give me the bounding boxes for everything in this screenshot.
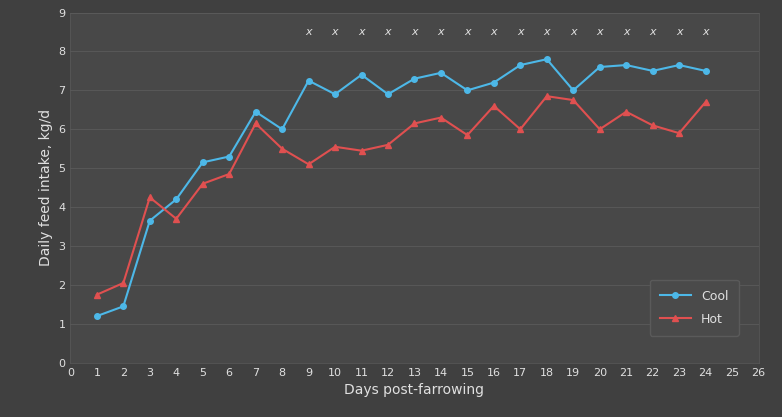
- Text: x: x: [411, 27, 418, 37]
- Text: x: x: [332, 27, 339, 37]
- Cool: [436, 70, 446, 75]
- Hot: [171, 216, 181, 221]
- Legend: Cool, Hot: Cool, Hot: [650, 279, 738, 336]
- Hot: [198, 181, 207, 186]
- Hot: [569, 98, 578, 103]
- Text: x: x: [490, 27, 497, 37]
- Hot: [436, 115, 446, 120]
- Text: x: x: [676, 27, 683, 37]
- Text: x: x: [543, 27, 550, 37]
- Hot: [515, 127, 525, 132]
- Y-axis label: Daily feed intake, kg/d: Daily feed intake, kg/d: [39, 109, 53, 266]
- X-axis label: Days post-farrowing: Days post-farrowing: [344, 383, 485, 397]
- Text: x: x: [305, 27, 312, 37]
- Cool: [330, 92, 339, 97]
- Text: x: x: [702, 27, 709, 37]
- Cool: [198, 160, 207, 165]
- Cool: [304, 78, 314, 83]
- Text: x: x: [438, 27, 444, 37]
- Text: x: x: [517, 27, 524, 37]
- Hot: [463, 133, 472, 138]
- Text: x: x: [570, 27, 576, 37]
- Cool: [357, 72, 366, 77]
- Hot: [490, 103, 499, 108]
- Cool: [542, 57, 551, 62]
- Hot: [701, 100, 710, 105]
- Cool: [171, 197, 181, 202]
- Hot: [224, 171, 234, 176]
- Hot: [330, 144, 339, 149]
- Cool: [92, 314, 102, 319]
- Cool: [410, 76, 419, 81]
- Cool: [569, 88, 578, 93]
- Hot: [251, 121, 260, 126]
- Hot: [119, 281, 128, 286]
- Cool: [278, 127, 287, 132]
- Hot: [410, 121, 419, 126]
- Cool: [224, 154, 234, 159]
- Cool: [490, 80, 499, 85]
- Text: x: x: [597, 27, 603, 37]
- Cool: [595, 65, 604, 70]
- Hot: [595, 127, 604, 132]
- Cool: [251, 109, 260, 114]
- Hot: [278, 146, 287, 151]
- Cool: [622, 63, 631, 68]
- Cool: [515, 63, 525, 68]
- Hot: [383, 142, 393, 147]
- Text: x: x: [385, 27, 391, 37]
- Text: x: x: [649, 27, 656, 37]
- Cool: [701, 68, 710, 73]
- Cool: [145, 218, 155, 223]
- Hot: [304, 162, 314, 167]
- Cool: [648, 68, 658, 73]
- Hot: [357, 148, 366, 153]
- Hot: [542, 94, 551, 99]
- Hot: [674, 131, 683, 136]
- Hot: [92, 292, 102, 297]
- Hot: [622, 109, 631, 114]
- Line: Cool: Cool: [94, 56, 708, 319]
- Text: x: x: [358, 27, 365, 37]
- Hot: [145, 195, 155, 200]
- Cool: [119, 304, 128, 309]
- Text: x: x: [623, 27, 630, 37]
- Cool: [674, 63, 683, 68]
- Line: Hot: Hot: [94, 93, 708, 297]
- Hot: [648, 123, 658, 128]
- Text: x: x: [464, 27, 471, 37]
- Cool: [383, 92, 393, 97]
- Cool: [463, 88, 472, 93]
